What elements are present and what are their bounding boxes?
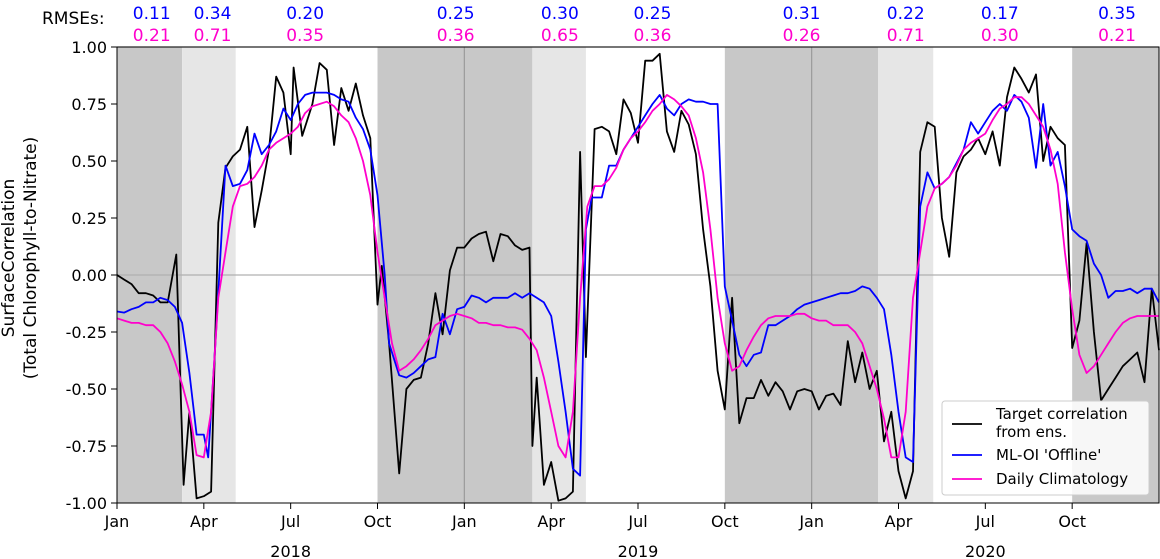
rmse-value-mloi: 0.20 — [286, 4, 324, 24]
x-axis: Jan Apr Jul Oct Jan Apr Jul Oct Jan Apr Jul Oct 2018… — [104, 503, 1086, 559]
legend-label-target-line1: Target correlation — [995, 405, 1128, 423]
x-tick-label: Jul — [975, 512, 995, 531]
year-label: 2019 — [618, 542, 659, 559]
y-tick-label: -0.25 — [66, 323, 107, 342]
y-axis-title-line1: SurfaceCorrelation — [0, 179, 19, 338]
rmse-value-climatology: 0.21 — [133, 26, 171, 46]
rmse-value-mloi: 0.22 — [887, 4, 925, 24]
x-tick-label: Apr — [885, 512, 913, 531]
rmse-value-mloi: 0.34 — [194, 4, 232, 24]
rmse-value-climatology: 0.35 — [286, 26, 324, 46]
x-tick-label: Apr — [190, 512, 218, 531]
x-tick-label: Oct — [711, 512, 739, 531]
rmse-value-climatology: 0.65 — [541, 26, 579, 46]
x-tick-label: Oct — [1058, 512, 1086, 531]
rmse-value-climatology: 0.26 — [783, 26, 821, 46]
series-lines — [116, 52, 1160, 502]
series-line-0 — [116, 52, 1160, 502]
series-line-1 — [116, 91, 1160, 477]
y-tick-label: 0.25 — [71, 209, 107, 228]
y-tick-label: -1.00 — [66, 494, 107, 513]
rmse-annotations: RMSEs: 0.110.210.340.710.200.350.250.360.… — [42, 4, 1136, 46]
x-tick-label: Apr — [537, 512, 565, 531]
rmse-heading: RMSEs: — [42, 9, 105, 29]
x-tick-label: Jul — [280, 512, 300, 531]
series-line-2 — [116, 94, 1159, 459]
x-tick-label: Jan — [451, 512, 477, 531]
y-tick-label: 0.50 — [71, 152, 107, 171]
x-tick-label: Jan — [798, 512, 824, 531]
rmse-value-mloi: 0.25 — [437, 4, 475, 24]
y-tick-label: 1.00 — [71, 38, 107, 57]
rmse-value-climatology: 0.36 — [634, 26, 672, 46]
y-tick-label: -0.75 — [66, 437, 107, 456]
x-tick-label: Jul — [627, 512, 647, 531]
rmse-value-climatology: 0.36 — [437, 26, 475, 46]
y-axis-title-line2: (Total Chlorophyll-to-Nitrate) — [21, 137, 41, 380]
rmse-value-mloi: 0.25 — [634, 4, 672, 24]
rmse-value-climatology: 0.71 — [887, 26, 925, 46]
legend-label-climatology: Daily Climatology — [996, 470, 1128, 488]
y-tick-label: 0.75 — [71, 95, 107, 114]
y-axis: 1.00 0.75 0.50 0.25 0.00 -0.25 -0.50 -0.75 -1.00 — [66, 38, 117, 513]
rmse-value-mloi: 0.30 — [541, 4, 579, 24]
rmse-value-climatology: 0.71 — [194, 26, 232, 46]
rmse-value-climatology: 0.21 — [1098, 26, 1136, 46]
year-label: 2020 — [965, 542, 1006, 559]
rmse-value-mloi: 0.17 — [981, 4, 1019, 24]
x-tick-label: Oct — [364, 512, 392, 531]
year-label: 2018 — [270, 542, 311, 559]
x-tick-label: Jan — [104, 512, 130, 531]
legend-label-mloi: ML-OI 'Offline' — [996, 446, 1101, 464]
rmse-value-mloi: 0.35 — [1098, 4, 1136, 24]
legend-label-target-line2: from ens. — [996, 423, 1067, 441]
legend: Target correlation from ens. ML-OI 'Offl… — [941, 400, 1150, 496]
rmse-value-climatology: 0.30 — [981, 26, 1019, 46]
rmse-value-mloi: 0.11 — [133, 4, 171, 24]
y-tick-label: 0.00 — [71, 266, 107, 285]
legend-box — [941, 400, 1150, 496]
rmse-value-mloi: 0.31 — [783, 4, 821, 24]
y-tick-label: -0.50 — [66, 380, 107, 399]
